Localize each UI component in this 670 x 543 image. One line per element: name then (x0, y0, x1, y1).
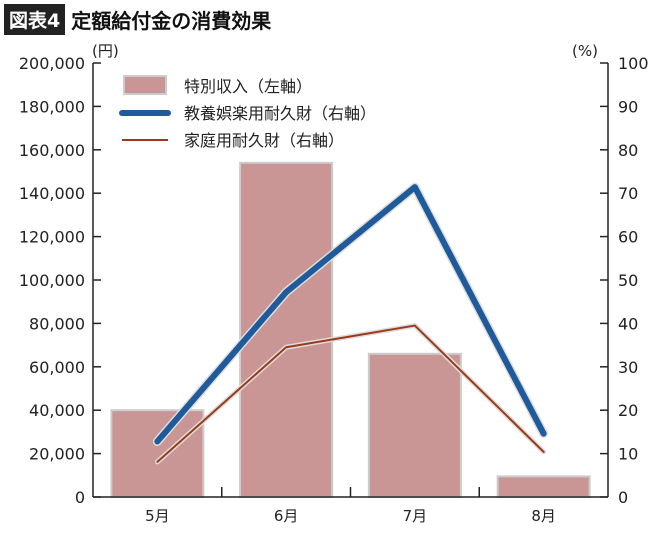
bar-6月 (239, 161, 334, 498)
left-axis-unit: (円) (92, 42, 119, 60)
left-tick-label: 180,000 (19, 97, 85, 116)
series-line-1 (154, 184, 547, 445)
right-tick-label: 60 (618, 228, 638, 247)
figure-badge: 図表4 (4, 3, 66, 35)
right-tick-label: 0 (618, 488, 628, 507)
right-tick-label: 30 (618, 358, 638, 377)
left-tick-label: 100,000 (19, 271, 85, 290)
left-tick-label: 140,000 (19, 184, 85, 203)
right-tick-label: 100 (618, 54, 649, 73)
series-line-2 (156, 324, 545, 463)
left-tick-label: 40,000 (29, 401, 85, 420)
left-tick-label: 20,000 (29, 445, 85, 464)
chart-title: 図表4 定額給付金の消費効果 (4, 3, 272, 35)
left-tick-label: 160,000 (19, 141, 85, 160)
x-tick-label: 5月 (145, 507, 170, 525)
right-tick-label: 50 (618, 271, 638, 290)
bar-8月 (496, 475, 591, 499)
right-tick-label: 10 (618, 445, 638, 464)
right-tick-label: 40 (618, 314, 638, 333)
x-tick-label: 8月 (531, 507, 556, 525)
legend-label-bar: 特別収入（左軸） (184, 77, 312, 96)
bar-5月 (110, 409, 205, 499)
left-tick-label: 80,000 (29, 314, 85, 333)
title-text: 定額給付金の消費効果 (71, 8, 272, 33)
left-tick-label: 120,000 (19, 228, 85, 247)
right-axis-unit: (%) (572, 42, 598, 60)
right-tick-label: 80 (618, 141, 638, 160)
left-tick-label: 0 (75, 488, 85, 507)
legend-label-line-1: 教養娯楽用耐久財（右軸） (184, 104, 376, 123)
x-tick-label: 7月 (403, 507, 428, 525)
legend-swatch-bar (123, 75, 167, 95)
left-tick-label: 60,000 (29, 358, 85, 377)
right-tick-label: 20 (618, 401, 638, 420)
left-tick-label: 200,000 (19, 54, 85, 73)
right-tick-label: 90 (618, 97, 638, 116)
bar-7月 (367, 352, 462, 498)
legend-label-line-2: 家庭用耐久財（右軸） (184, 131, 344, 150)
right-tick-label: 70 (618, 184, 638, 203)
line-halo-1 (152, 182, 549, 446)
x-tick-label: 6月 (274, 507, 299, 525)
